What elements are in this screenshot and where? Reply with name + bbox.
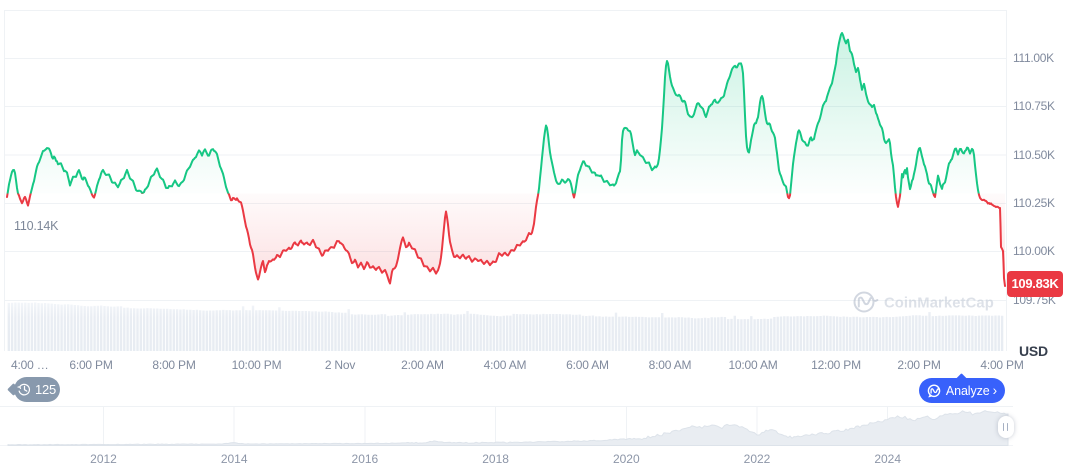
svg-text:CoinMarketCap: CoinMarketCap [884, 296, 994, 312]
